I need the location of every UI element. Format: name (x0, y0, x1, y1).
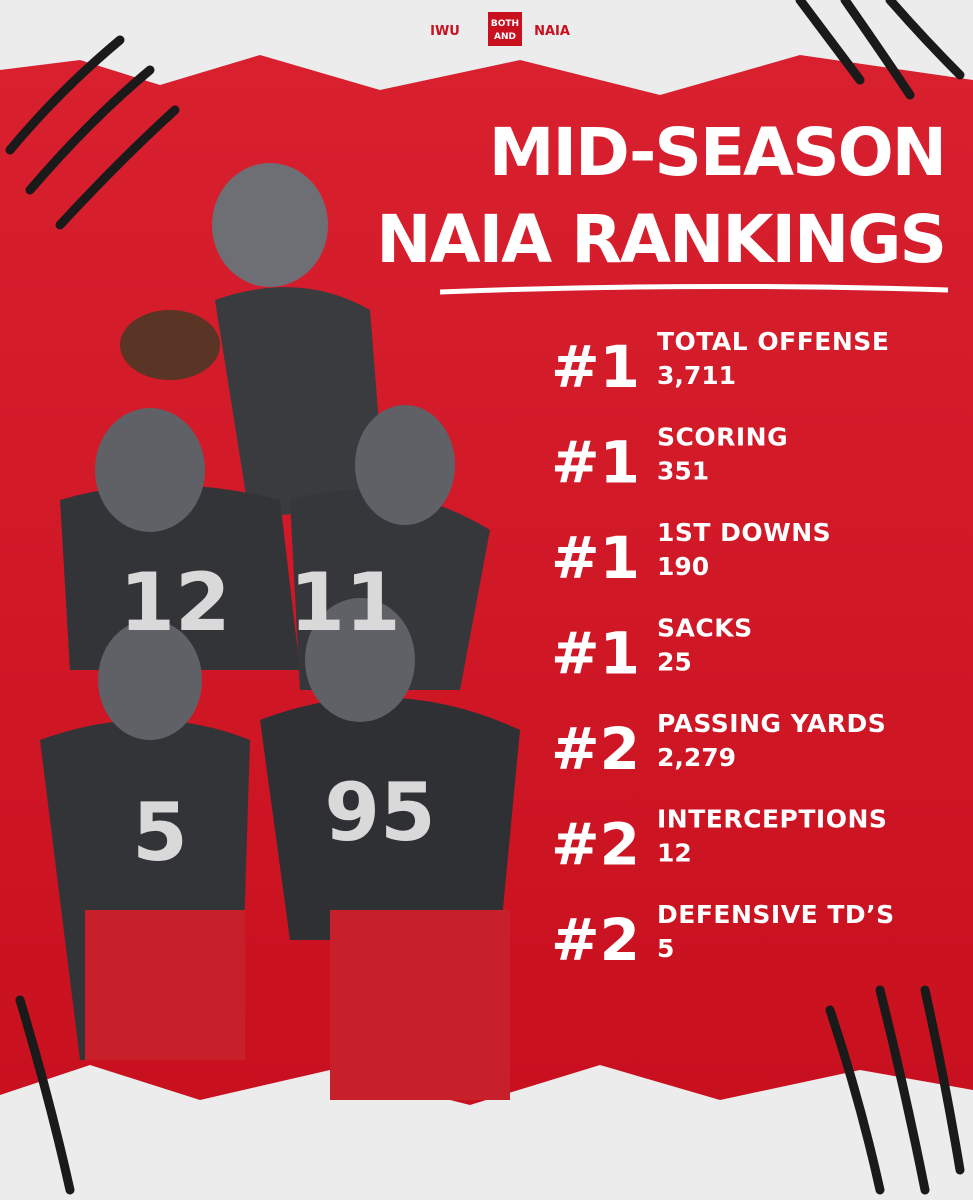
player-95 (260, 598, 520, 1100)
ranking-value: 2,279 (657, 743, 736, 772)
rank: #1 (551, 524, 640, 592)
divider-bottom: AND (494, 32, 516, 42)
rank: #1 (551, 429, 640, 497)
league-logo: NAIA (534, 24, 570, 39)
title-line1: MID-SEASON (489, 114, 945, 191)
school-logo: IWU (430, 24, 460, 39)
ranking-value: 12 (657, 839, 692, 868)
ranking-row: #1 TOTAL OFFENSE 3,711 (551, 327, 889, 401)
ranking-row: #2 INTERCEPTIONS 12 (551, 805, 887, 879)
ranking-value: 3,711 (657, 361, 736, 390)
rank: #1 (551, 333, 640, 401)
ranking-row: #1 1ST DOWNS 190 (551, 518, 831, 592)
player-12 (60, 408, 300, 670)
ranking-row: #2 PASSING YARDS 2,279 (551, 709, 886, 783)
ranking-label: INTERCEPTIONS (657, 805, 887, 834)
title-line2: NAIA RANKINGS (376, 201, 945, 278)
ranking-label: 1ST DOWNS (657, 518, 831, 547)
rank: #1 (551, 620, 640, 688)
players: 12 11 5 95 (40, 163, 520, 1100)
rank: #2 (551, 811, 640, 879)
ranking-row: #1 SACKS 25 (551, 614, 753, 688)
player-qb (120, 163, 385, 520)
ranking-label: PASSING YARDS (657, 709, 886, 738)
jersey-number: 95 (324, 766, 435, 859)
ranking-label: SACKS (657, 614, 753, 643)
ranking-value: 190 (657, 552, 709, 581)
rankings: #1 TOTAL OFFENSE 3,711 #1 SCORING 351 #1 1ST DO… (551, 327, 895, 974)
ranking-label: TOTAL OFFENSE (657, 327, 889, 356)
title-underline (439, 283, 949, 295)
jersey-number: 5 (132, 786, 188, 879)
header: IWU BOTH AND NAIA (430, 12, 570, 46)
ranking-value: 351 (657, 457, 709, 486)
ranking-row: #1 SCORING 351 (551, 423, 788, 497)
ranking-row: #2 DEFENSIVE TD’S 5 (551, 900, 895, 974)
player-5 (40, 620, 250, 1060)
ranking-value: 5 (657, 934, 674, 963)
claw-marks (5, 0, 965, 1195)
jersey-number: 11 (289, 556, 400, 649)
divider-top: BOTH (491, 19, 519, 29)
divider-box (488, 12, 522, 46)
ranking-label: SCORING (657, 423, 788, 452)
rank: #2 (551, 906, 640, 974)
ranking-label: DEFENSIVE TD’S (657, 900, 895, 929)
jersey-number: 12 (119, 556, 230, 649)
rank: #2 (551, 715, 640, 783)
ranking-value: 25 (657, 648, 692, 677)
